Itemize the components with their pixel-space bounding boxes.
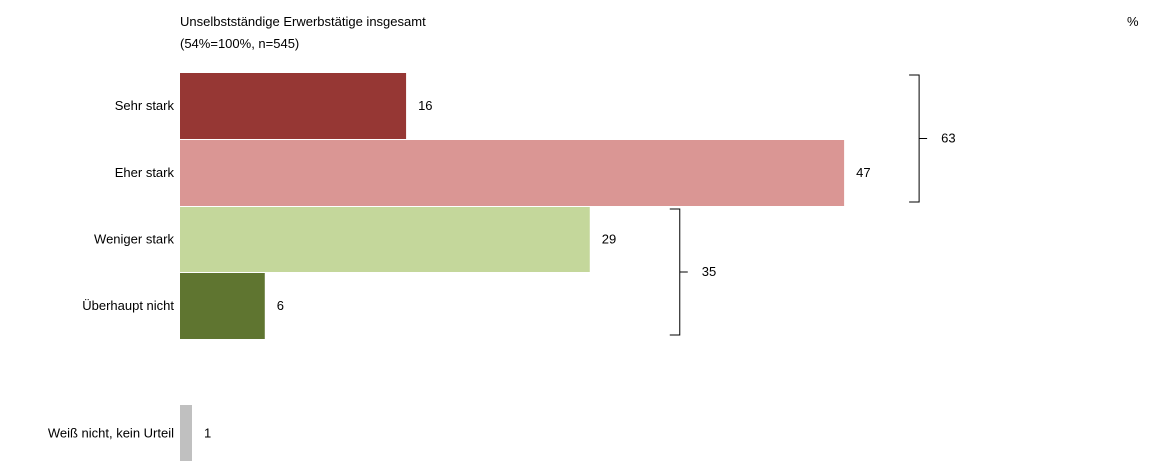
- category-label: Weiß nicht, kein Urteil: [48, 426, 174, 441]
- data-label: 1: [204, 426, 211, 441]
- category-label: Weniger stark: [94, 232, 174, 247]
- unit-label: %: [1127, 14, 1139, 29]
- group-total-label: 35: [702, 264, 716, 279]
- data-label: 16: [418, 98, 432, 113]
- bar: [180, 207, 590, 272]
- bar: [180, 405, 192, 461]
- group-bracket: [909, 74, 928, 203]
- category-label: Eher stark: [115, 165, 175, 180]
- category-label: Überhaupt nicht: [82, 298, 174, 313]
- bar: [180, 273, 265, 339]
- data-label: 47: [856, 165, 870, 180]
- category-label: Sehr stark: [115, 98, 175, 113]
- bar: [180, 140, 845, 206]
- data-label: 29: [602, 232, 616, 247]
- chart-title: Unselbstständige Erwerbstätige insgesamt: [180, 14, 426, 29]
- group-bracket: [669, 208, 688, 336]
- group-total-label: 63: [941, 131, 955, 146]
- chart-subtitle: (54%=100%, n=545): [180, 36, 300, 51]
- bar: [180, 73, 407, 139]
- data-label: 6: [277, 298, 284, 313]
